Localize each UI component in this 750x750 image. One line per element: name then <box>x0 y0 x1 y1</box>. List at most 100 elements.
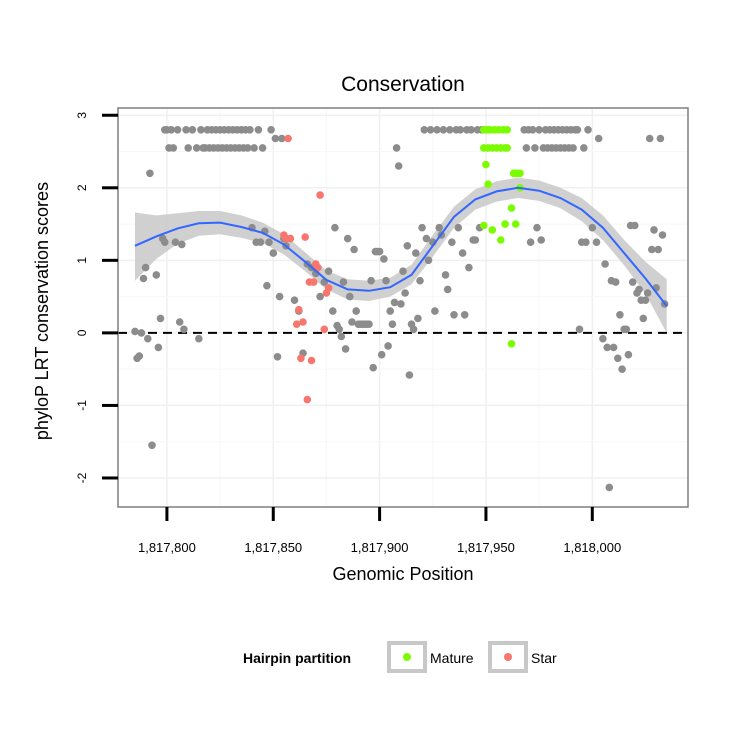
point-other <box>290 296 299 305</box>
point-other <box>375 247 384 256</box>
point-other <box>643 289 652 297</box>
point-other <box>448 238 456 246</box>
point-other <box>175 318 184 326</box>
point-mature <box>501 220 509 228</box>
point-other <box>195 334 203 343</box>
point-other <box>599 334 607 343</box>
point-other <box>467 126 475 134</box>
point-other <box>622 325 631 334</box>
point-other <box>346 292 354 301</box>
point-other <box>316 292 324 301</box>
point-star <box>307 356 316 365</box>
point-other <box>154 343 163 352</box>
point-other <box>569 144 577 152</box>
point-star <box>301 233 310 241</box>
point-other <box>341 345 350 353</box>
point-other <box>258 144 267 152</box>
point-other <box>601 260 609 268</box>
point-other <box>584 126 592 134</box>
legend-swatch <box>504 653 512 661</box>
point-other <box>273 353 282 361</box>
point-other <box>184 144 192 152</box>
point-other <box>639 314 648 323</box>
point-other <box>435 223 444 232</box>
y-tick-label: 1 <box>75 257 89 264</box>
y-tick-label: 0 <box>75 329 89 336</box>
point-other <box>416 276 424 285</box>
point-other <box>401 289 409 297</box>
point-other <box>365 320 373 329</box>
point-other <box>537 236 545 244</box>
point-star <box>324 284 333 292</box>
point-other <box>656 134 665 143</box>
legend-swatch <box>403 653 411 661</box>
point-other <box>267 126 275 134</box>
point-other <box>658 231 667 239</box>
point-other <box>609 343 618 352</box>
point-mature <box>511 220 520 228</box>
smooth-line <box>134 186 668 307</box>
point-other <box>169 144 178 152</box>
point-other <box>645 134 654 143</box>
point-other <box>275 292 284 301</box>
point-other <box>197 126 205 134</box>
point-other <box>173 126 182 134</box>
point-other <box>144 334 152 343</box>
point-other <box>397 300 405 308</box>
point-other <box>635 285 643 294</box>
point-other <box>392 144 401 152</box>
point-other <box>409 325 418 334</box>
point-other <box>431 307 439 315</box>
point-star <box>320 325 329 334</box>
point-other <box>146 169 154 178</box>
point-other <box>156 314 165 323</box>
point-other <box>337 332 346 341</box>
point-other <box>603 343 611 352</box>
point-other <box>580 144 588 152</box>
x-tick-label: 1,818,000 <box>563 540 621 555</box>
point-other <box>594 134 603 143</box>
point-mature <box>482 160 490 169</box>
point-other <box>329 307 337 315</box>
point-other <box>592 238 601 246</box>
point-other <box>403 242 412 250</box>
point-other <box>161 238 169 246</box>
point-star <box>286 234 295 243</box>
point-other <box>141 263 150 272</box>
point-other <box>131 327 139 336</box>
point-other <box>263 281 271 290</box>
legend-item-star: Star <box>488 641 557 673</box>
point-other <box>180 325 188 334</box>
point-other <box>394 162 403 170</box>
y-tick-label: -1 <box>75 400 89 411</box>
point-other <box>339 278 348 286</box>
point-other <box>256 238 265 246</box>
point-other <box>522 144 531 152</box>
point-other <box>458 249 467 257</box>
point-other <box>324 267 333 276</box>
point-other <box>433 126 441 134</box>
point-other <box>343 234 352 243</box>
point-other <box>531 144 539 152</box>
point-star <box>309 278 318 286</box>
point-other <box>641 296 650 305</box>
point-other <box>246 126 254 134</box>
plot-panel <box>118 108 688 507</box>
point-other <box>582 238 590 246</box>
point-star <box>292 320 301 329</box>
point-mature <box>488 226 497 234</box>
point-other <box>171 238 180 246</box>
point-other <box>331 223 339 232</box>
point-other <box>654 245 662 254</box>
point-other <box>456 126 465 134</box>
x-tick-label: 1,817,900 <box>351 540 409 555</box>
point-other <box>575 325 584 334</box>
point-other <box>250 144 258 152</box>
point-other <box>405 371 414 379</box>
point-other <box>441 271 450 279</box>
point-star <box>314 263 322 272</box>
point-other <box>412 249 420 257</box>
point-other <box>352 307 361 315</box>
point-other <box>528 126 537 134</box>
